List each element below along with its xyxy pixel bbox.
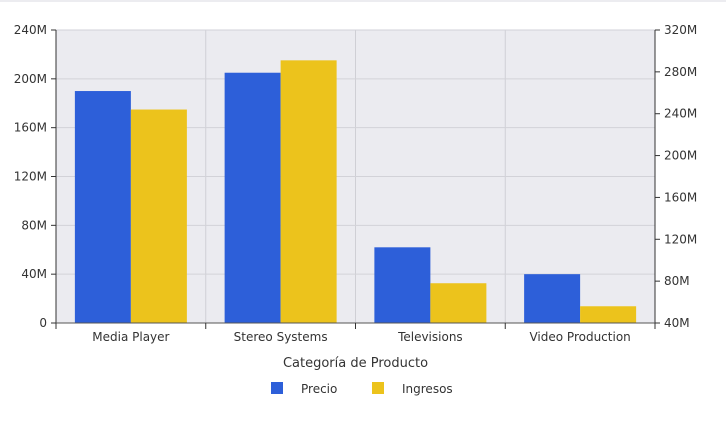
left-tick-label: 200M	[14, 72, 47, 86]
left-tick-label: 80M	[21, 218, 47, 232]
right-tick-label: 120M	[664, 232, 697, 246]
right-tick-label: 160M	[664, 190, 697, 204]
legend-swatch-ingresos	[372, 382, 384, 394]
x-axis-ticks: Media Player Stereo Systems Televisions Vid…	[55, 323, 656, 344]
bar-ingresos-stereo-systems	[280, 60, 337, 323]
x-tick-label: Media Player	[92, 330, 169, 344]
bar-precio-stereo-systems	[224, 72, 281, 324]
top-divider	[0, 0, 726, 2]
bar-ingresos-televisions	[430, 283, 487, 323]
right-tick-label: 80M	[664, 274, 690, 288]
left-tick-label: 40M	[21, 267, 47, 281]
left-tick-label: 240M	[14, 23, 47, 37]
left-axis-ticks: 0 40M 80M 120M 160M 200M 240M	[14, 23, 56, 330]
bars-group	[74, 60, 637, 324]
x-tick-label: Televisions	[397, 330, 463, 344]
bar-precio-media-player	[74, 91, 131, 324]
right-tick-label: 40M	[664, 316, 690, 330]
left-tick-label: 120M	[14, 170, 47, 184]
x-tick-label: Video Production	[529, 330, 630, 344]
legend-label-precio: Precio	[301, 382, 337, 396]
right-tick-label: 240M	[664, 107, 697, 121]
bar-precio-video-production	[524, 274, 581, 323]
bar-ingresos-video-production	[580, 306, 637, 323]
bar-precio-televisions	[374, 247, 431, 323]
legend: Precio Ingresos	[271, 382, 453, 396]
legend-label-ingresos: Ingresos	[402, 382, 453, 396]
right-axis-ticks: 40M 80M 120M 160M 200M 240M 280M 320M	[655, 23, 697, 330]
x-tick-label: Stereo Systems	[234, 330, 328, 344]
x-axis-title: Categoría de Producto	[283, 356, 428, 371]
right-tick-label: 200M	[664, 149, 697, 163]
left-tick-label: 160M	[14, 121, 47, 135]
right-tick-label: 280M	[664, 65, 697, 79]
left-tick-label: 0	[39, 316, 47, 330]
bar-ingresos-media-player	[130, 109, 187, 324]
legend-swatch-precio	[271, 382, 283, 394]
right-tick-label: 320M	[664, 23, 697, 37]
